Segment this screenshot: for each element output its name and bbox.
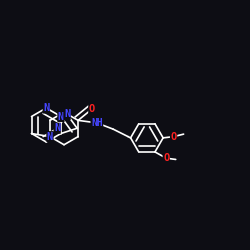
Text: N: N <box>43 103 50 113</box>
Text: O: O <box>170 132 177 142</box>
Text: O: O <box>89 104 95 114</box>
Text: O: O <box>163 153 169 163</box>
Text: N: N <box>54 123 60 133</box>
Text: N: N <box>64 110 70 120</box>
Text: NH: NH <box>91 118 103 128</box>
Text: N: N <box>58 112 64 122</box>
Text: N: N <box>47 132 53 141</box>
